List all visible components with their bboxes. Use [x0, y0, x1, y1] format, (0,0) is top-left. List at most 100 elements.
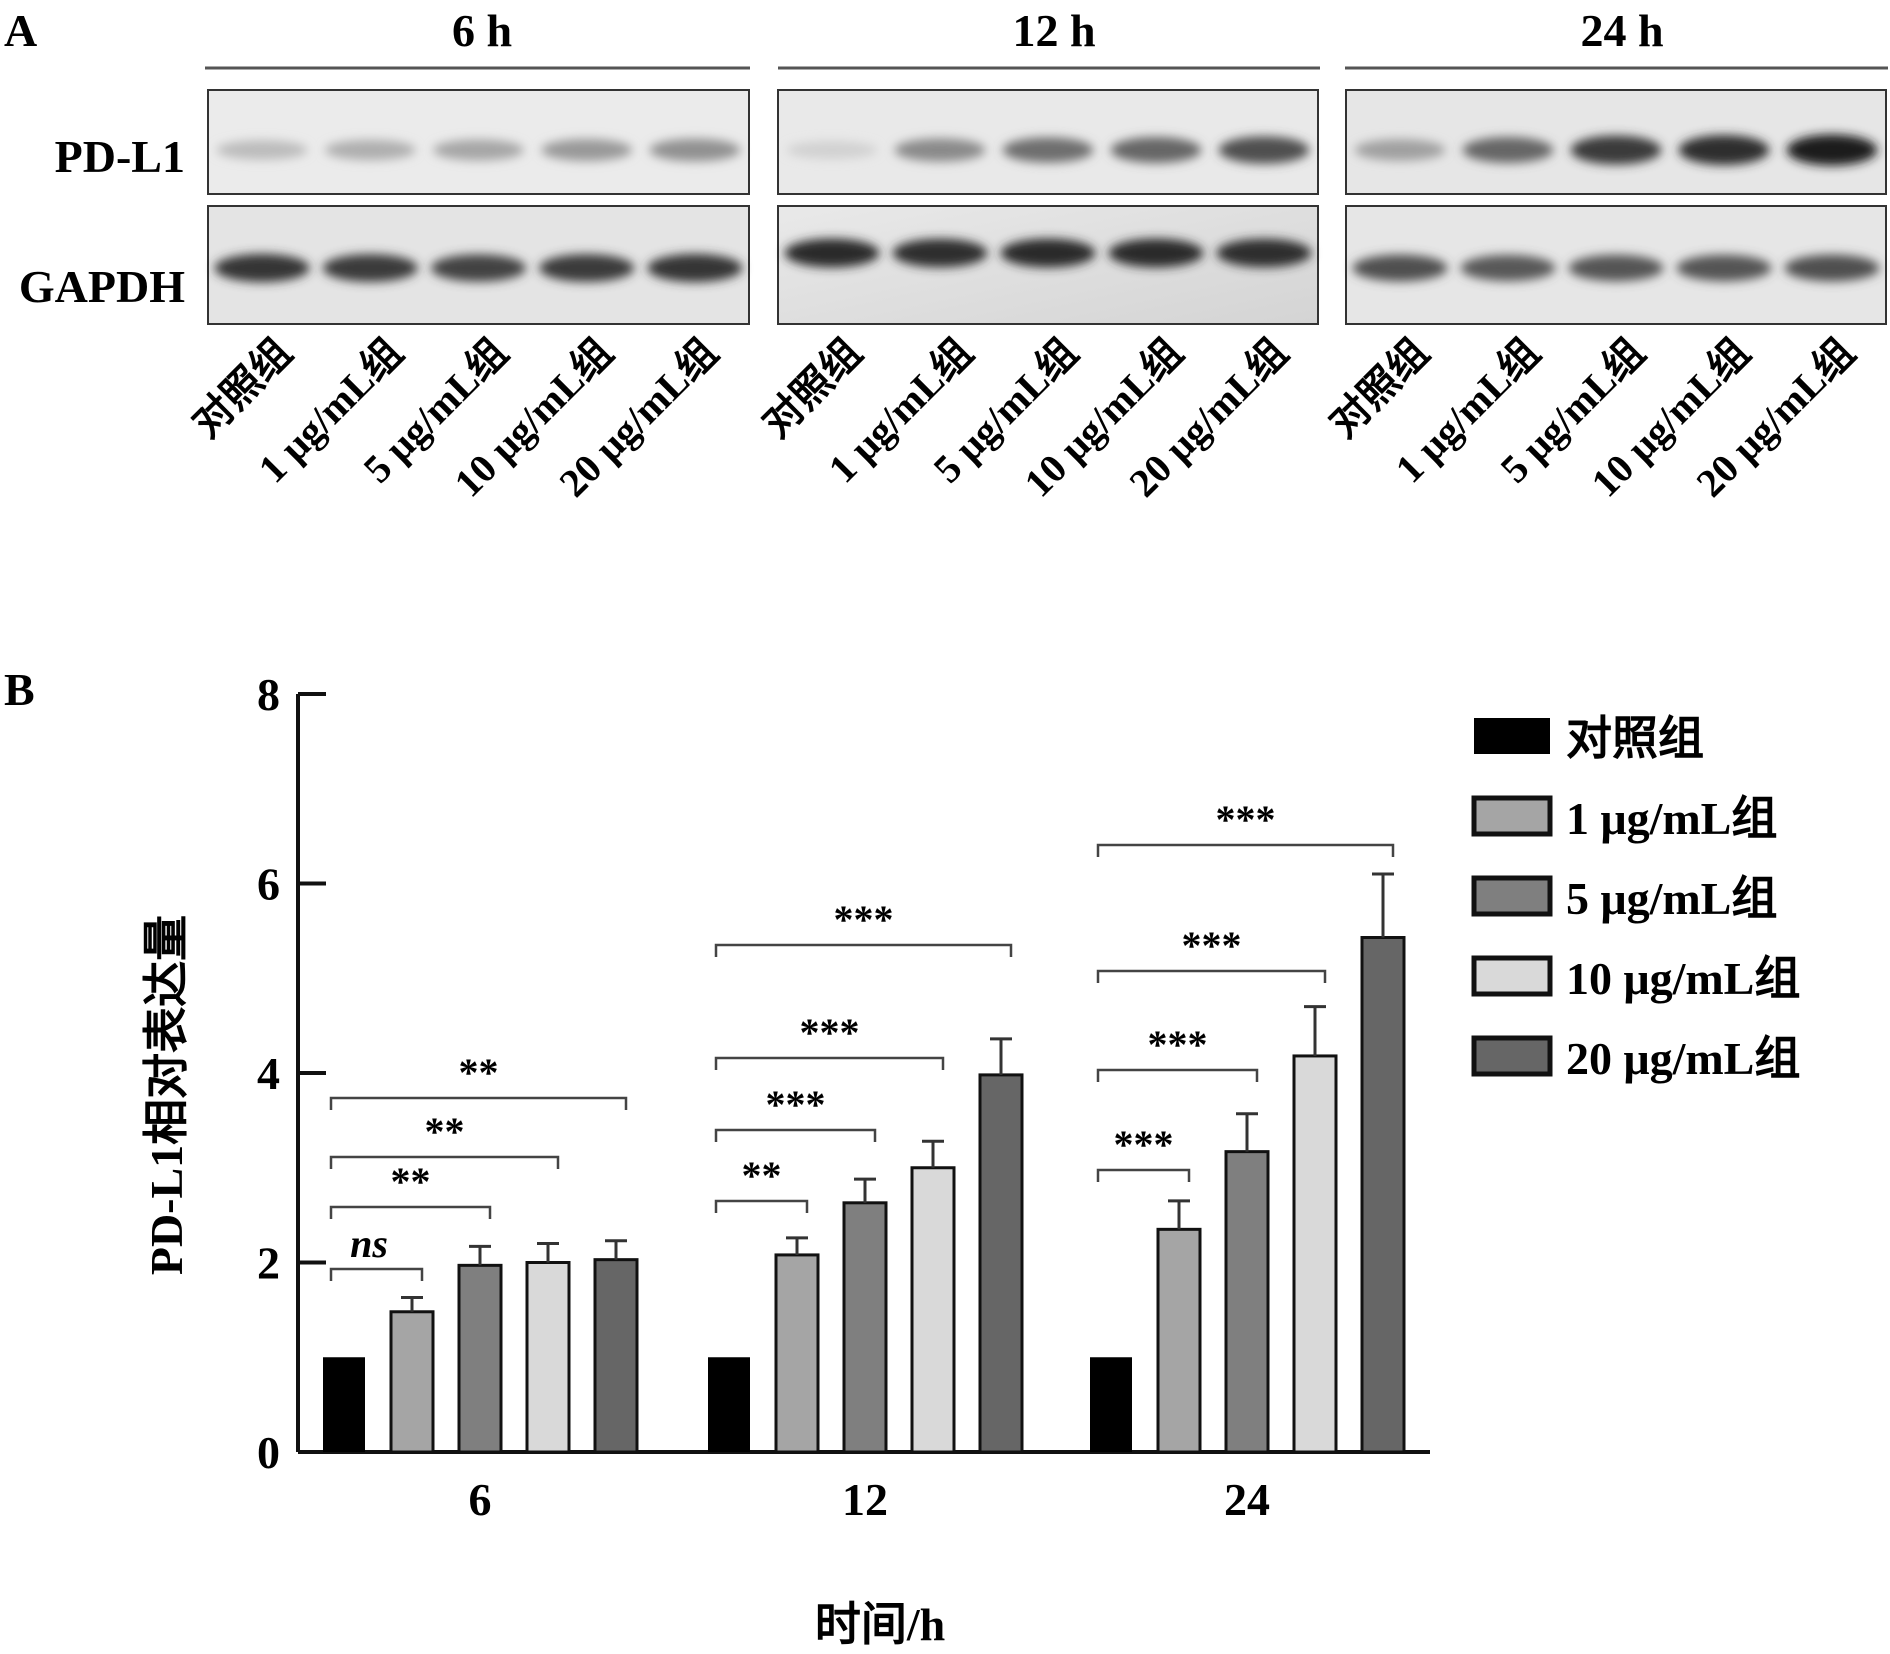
band-pdl1 [894, 138, 986, 162]
legend-swatch [1474, 718, 1550, 754]
band-gapdh [430, 254, 527, 282]
legend-label: 5 μg/mL组 [1566, 873, 1777, 924]
time-headers: 6 h 12 h 24 h [205, 5, 1888, 70]
significance-bracket [714, 1128, 877, 1142]
bar [1360, 936, 1406, 1454]
significance-bracket [714, 943, 1013, 957]
band-gapdh [892, 238, 988, 268]
bar [1090, 1357, 1132, 1452]
y-tick-label: 4 [257, 1048, 280, 1099]
band-pdl1 [1462, 137, 1554, 163]
band-pdl1 [433, 139, 524, 161]
western-blots [207, 89, 1887, 325]
legend-swatch [1471, 795, 1553, 837]
significance-label: ** [425, 1109, 465, 1154]
significance-bracket [1096, 1168, 1191, 1182]
error-bars [401, 872, 1394, 1312]
significance-bracket [329, 1205, 492, 1219]
significance-label: *** [1216, 797, 1276, 842]
significance-bracket [329, 1155, 560, 1169]
legend-swatch [1471, 1035, 1553, 1077]
band-pdl1 [216, 140, 308, 160]
significance-bracket [1096, 1068, 1259, 1082]
band-gapdh [1108, 238, 1204, 268]
significance-bracket [1096, 843, 1395, 857]
time-label-6h: 6 h [452, 5, 512, 56]
band-gapdh [1352, 254, 1448, 282]
significance-label: ** [742, 1153, 782, 1198]
y-axis-title: PD-L1相对表达量 [141, 915, 192, 1275]
band-pdl1 [1110, 137, 1202, 163]
legend-label: 1 μg/mL组 [1566, 793, 1777, 844]
bar [978, 1073, 1024, 1454]
bar [1292, 1054, 1338, 1454]
band-gapdh [1460, 254, 1556, 282]
panel-a-label: A [4, 5, 37, 56]
bar [708, 1357, 750, 1452]
time-label-24h: 24 h [1580, 5, 1663, 56]
bar [457, 1263, 503, 1454]
significance-bracket [1096, 969, 1327, 983]
significance-brackets: ns***************************** [329, 797, 1395, 1281]
bar [323, 1357, 365, 1452]
legend: 对照组 1 μg/mL组 5 μg/mL组 10 μg/mL组 20 μg/mL组 [1471, 713, 1800, 1084]
significance-label: *** [766, 1082, 826, 1127]
significance-label: *** [834, 897, 894, 942]
time-label-12h: 12 h [1012, 5, 1095, 56]
band-gapdh [1676, 254, 1772, 282]
legend-label: 10 μg/mL组 [1566, 953, 1800, 1004]
y-tick-label: 8 [257, 669, 280, 720]
band-pdl1 [541, 138, 633, 162]
significance-bracket [714, 1199, 809, 1213]
significance-label: ns [350, 1221, 388, 1266]
bar [1224, 1150, 1270, 1454]
y-tick-label: 0 [257, 1427, 280, 1478]
y-tick-label: 6 [257, 859, 280, 910]
panel-b-label: B [4, 664, 35, 715]
y-axis: 0 2 4 6 8 [257, 669, 326, 1478]
band-gapdh [1784, 254, 1880, 282]
band-pdl1 [649, 138, 741, 162]
band-gapdh [322, 254, 418, 282]
bar [389, 1310, 435, 1454]
band-pdl1 [786, 141, 878, 159]
bar [525, 1261, 571, 1454]
y-tick-label: 2 [257, 1238, 280, 1289]
x-axis: 6 12 24 [298, 1450, 1430, 1525]
significance-label: *** [1182, 923, 1242, 968]
legend-label: 对照组 [1566, 713, 1704, 764]
significance-label: *** [1148, 1022, 1208, 1067]
significance-label: ** [391, 1159, 431, 1204]
legend-label: 20 μg/mL组 [1566, 1033, 1800, 1084]
blot-bands [214, 134, 1880, 283]
band-pdl1 [1002, 137, 1094, 163]
significance-label: *** [1114, 1122, 1174, 1167]
band-pdl1 [1354, 139, 1446, 161]
x-tick-label: 24 [1224, 1474, 1270, 1525]
x-axis-title: 时间/h [815, 1599, 945, 1650]
band-pdl1 [1678, 134, 1770, 166]
band-gapdh [539, 254, 635, 282]
band-pdl1 [1786, 134, 1878, 166]
legend-swatch [1471, 955, 1553, 997]
bar [774, 1253, 820, 1454]
protein-label-pdl1: PD-L1 [55, 131, 185, 182]
band-gapdh [214, 253, 310, 283]
band-gapdh [1216, 238, 1312, 268]
significance-bracket [714, 1056, 945, 1070]
protein-label-gapdh: GAPDH [19, 261, 185, 312]
bar [1156, 1227, 1202, 1454]
significance-bracket [329, 1267, 424, 1281]
bar [842, 1201, 888, 1454]
band-pdl1 [1570, 135, 1662, 165]
band-pdl1 [324, 139, 416, 161]
significance-label: *** [800, 1010, 860, 1055]
band-gapdh [647, 253, 743, 283]
x-tick-label: 6 [469, 1474, 492, 1525]
legend-swatch [1471, 875, 1553, 917]
band-gapdh [784, 238, 880, 268]
band-gapdh [1000, 238, 1096, 268]
